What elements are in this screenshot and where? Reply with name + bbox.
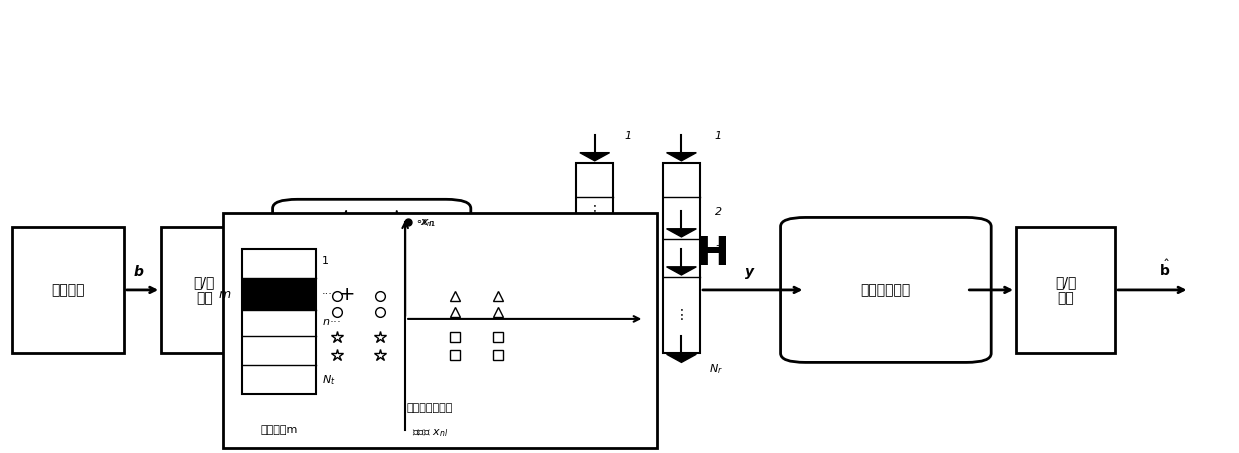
Polygon shape [667, 229, 696, 237]
Text: +: + [338, 284, 356, 304]
Text: 并/串
转换: 并/串 转换 [1054, 275, 1077, 305]
Text: ⋮: ⋮ [674, 308, 689, 322]
Text: $\circ x_n$: $\circ x_n$ [415, 217, 435, 229]
Text: 3: 3 [715, 245, 722, 255]
Text: $x_{n1}$: $x_{n1}$ [420, 217, 436, 229]
Text: b: b [134, 265, 144, 279]
Text: 座信号 $x_{nl}$: 座信号 $x_{nl}$ [411, 427, 449, 439]
Text: ···: ··· [322, 289, 333, 299]
Text: 激活天线m: 激活天线m [260, 425, 297, 435]
Text: $N_r$: $N_r$ [709, 362, 722, 376]
Bar [242, 278, 316, 310]
Bar [223, 213, 657, 448]
Text: y: y [745, 265, 755, 279]
Text: x: x [472, 265, 482, 279]
Text: ⋮: ⋮ [587, 312, 602, 326]
Text: H: H [696, 235, 729, 273]
Text: $\hat{\mathbf{b}}$: $\hat{\mathbf{b}}$ [1158, 258, 1171, 279]
Text: $N_t$: $N_t$ [322, 373, 336, 386]
Text: 激活天线上的星: 激活天线上的星 [406, 403, 453, 413]
Text: 比特数据: 比特数据 [51, 283, 85, 297]
Bar [1016, 226, 1115, 353]
Text: 1: 1 [624, 131, 632, 141]
Text: $x_n$: $x_n$ [577, 282, 590, 294]
Text: 空间调制检测: 空间调制检测 [861, 283, 911, 297]
Text: ⋮: ⋮ [587, 204, 602, 217]
Text: 2: 2 [715, 207, 722, 217]
Bar [576, 163, 613, 353]
Polygon shape [580, 354, 610, 362]
Bar [242, 249, 316, 394]
Polygon shape [667, 267, 696, 275]
Polygon shape [667, 354, 696, 362]
Text: 串/并
转换: 串/并 转换 [193, 275, 216, 305]
Text: 1: 1 [715, 131, 722, 141]
Text: $N_t$: $N_t$ [618, 362, 632, 376]
Bar [12, 226, 124, 353]
FancyBboxPatch shape [781, 217, 991, 362]
Polygon shape [580, 267, 610, 275]
Text: n: n [624, 245, 632, 255]
Text: 空间调制
（SM）: 空间调制 （SM） [353, 275, 390, 305]
Text: 1: 1 [322, 256, 330, 266]
Bar [161, 226, 248, 353]
FancyBboxPatch shape [273, 199, 471, 381]
Text: $m$: $m$ [218, 288, 232, 301]
Bar [663, 163, 700, 353]
Text: $n$···: $n$··· [322, 317, 341, 327]
Polygon shape [667, 153, 696, 161]
Polygon shape [580, 153, 610, 161]
